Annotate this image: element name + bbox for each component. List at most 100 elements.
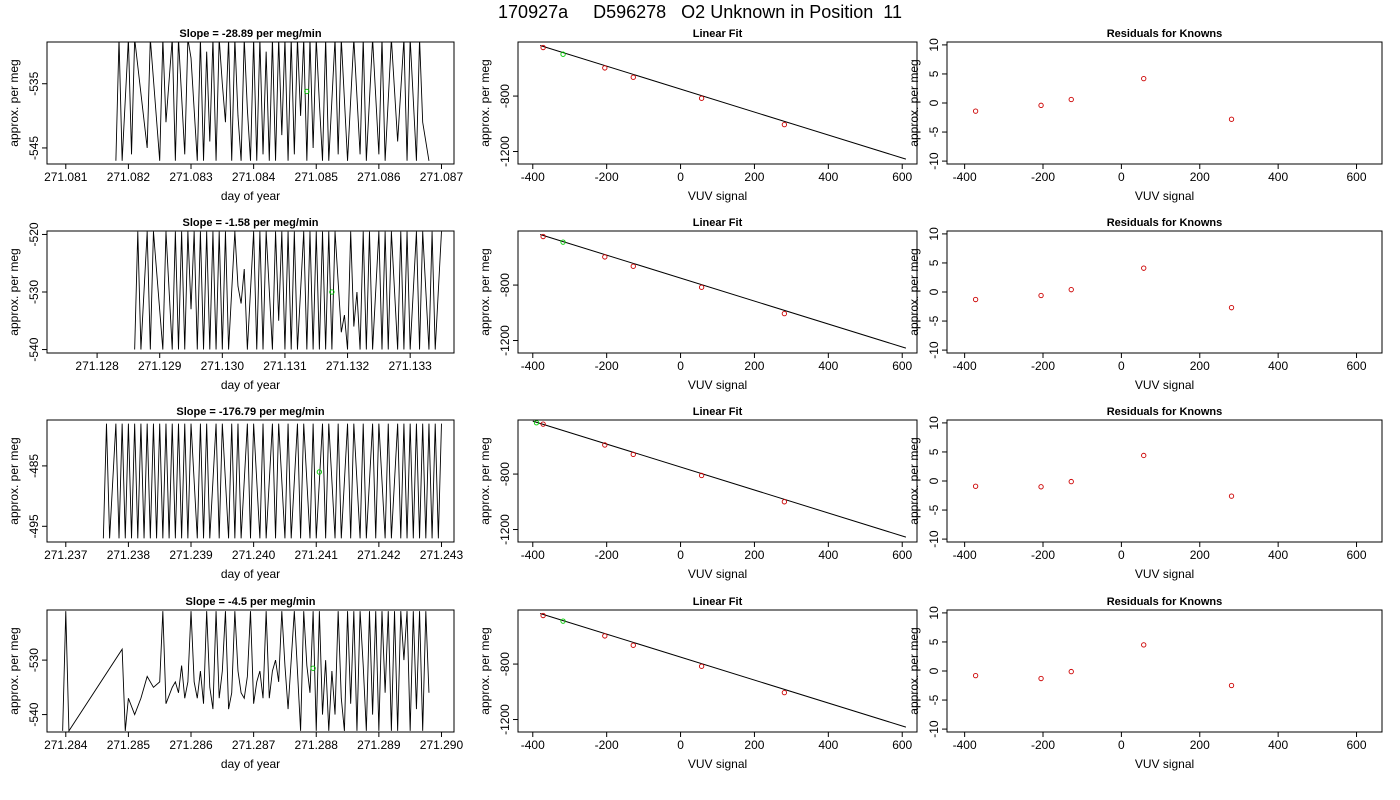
y-axis-label: approx. per meg [907,59,921,146]
known-point [698,472,705,479]
plot-frame [946,609,1383,733]
x-tick-label: 200 [1190,548,1210,562]
plot-area [102,423,442,539]
plot-frame [946,419,1383,543]
x-tick-label: 200 [1190,170,1210,184]
x-tick-label: 0 [677,170,684,184]
unknown-point [560,239,566,245]
x-tick-label: 600 [892,170,912,184]
plot-area [540,612,907,728]
plot-frame [517,609,918,733]
x-tick-label: 271.287 [232,738,276,752]
unknown-point [560,618,566,624]
x-tick-label: 271.240 [232,548,276,562]
plot-area [972,642,1235,689]
panel-4: Slope = -1.58 per meg/min 271.128 271.129 2… [7,217,455,392]
x-tick-label: 271.285 [107,738,151,752]
panel-8: Linear Fit -400 -200 0 200 400 600 -800 -1200 VUV… [478,406,918,581]
known-point [630,451,636,458]
known-point [602,254,608,260]
known-point [1068,287,1074,293]
panel-9: Residuals for Knowns -400 -200 0 200 400 600 -1… [907,406,1383,581]
x-axis-label: VUV signal [1135,757,1194,771]
fit-line [532,420,907,538]
y-axis-label: approx. per meg [907,627,921,714]
y-tick-label: -1200 [498,136,512,167]
y-tick-label: -10 [927,341,941,359]
unknown-point [316,469,323,475]
x-tick-label: 200 [744,738,764,752]
data-series-line [102,423,442,539]
panel-11: Linear Fit -400 -200 0 200 400 600 -800 -1200 VUV… [478,596,918,771]
known-point [630,74,636,80]
y-tick-label: -10 [927,720,941,738]
x-tick-label: 400 [818,359,838,373]
data-series-line [62,611,430,732]
x-tick-label: 271.243 [420,548,464,562]
x-tick-label: 271.132 [326,359,370,373]
x-tick-label: 600 [1347,738,1367,752]
plot-frame [517,230,918,354]
data-series-line [134,231,442,350]
x-tick-label: 0 [677,548,684,562]
x-axis-label: VUV signal [688,757,747,771]
x-axis-label: VUV signal [688,378,747,392]
x-tick-label: 271.131 [263,359,307,373]
known-point [781,310,788,317]
x-tick-label: -200 [595,738,619,752]
plot-frame [946,41,1383,165]
x-tick-label: 400 [1268,359,1288,373]
plot-area [540,233,907,349]
plot-area [115,42,430,161]
x-tick-label: -400 [953,359,977,373]
x-tick-label: -200 [595,359,619,373]
plot-frame [946,230,1383,354]
x-tick-label: 271.085 [295,170,339,184]
panel-title: Slope = -4.5 per meg/min [186,596,316,608]
known-point [630,642,636,648]
x-tick-label: 271.238 [107,548,151,562]
x-tick-label: 271.290 [420,738,464,752]
plot-area [972,265,1235,311]
y-tick-label: -800 [498,84,512,108]
known-point [698,284,705,290]
x-tick-label: -400 [953,170,977,184]
panel-title: Linear Fit [693,28,743,40]
plot-area [62,611,430,732]
x-tick-label: 271.129 [138,359,182,373]
x-axis-label: day of year [221,189,280,203]
known-point [698,95,705,101]
known-point [1068,668,1074,675]
y-tick-label: 0 [927,99,941,106]
plot-area [540,44,907,160]
x-tick-label: -200 [595,170,619,184]
panel-10: Slope = -4.5 per meg/min 271.284 271.285 27… [7,596,463,771]
x-tick-label: -400 [521,170,545,184]
x-axis-label: VUV signal [1135,378,1194,392]
x-tick-label: -400 [521,359,545,373]
x-tick-label: 600 [892,738,912,752]
panel-title: Residuals for Knowns [1107,406,1223,418]
y-tick-label: -1200 [498,325,512,356]
panel-title: Linear Fit [693,596,743,608]
known-point [1141,642,1147,648]
y-tick-label: -5 [927,315,941,326]
x-tick-label: -400 [953,548,977,562]
known-point [781,499,788,505]
y-tick-label: 5 [927,70,941,77]
known-point [540,233,546,240]
y-tick-label: 5 [927,638,941,645]
panel-1: Slope = -28.89 per meg/min 271.081 271.082… [7,28,463,203]
plot-frame [46,41,455,165]
known-point [781,121,788,128]
known-point [602,633,608,639]
plot-frame [46,419,455,543]
panel-title: Linear Fit [693,217,743,229]
x-tick-label: -400 [521,738,545,752]
known-point [1038,102,1044,108]
known-point [1141,75,1147,82]
y-tick-label: 10 [927,416,941,430]
panel-title: Slope = -176.79 per meg/min [176,406,325,418]
x-tick-label: 271.284 [44,738,88,752]
data-series-line [115,42,430,161]
